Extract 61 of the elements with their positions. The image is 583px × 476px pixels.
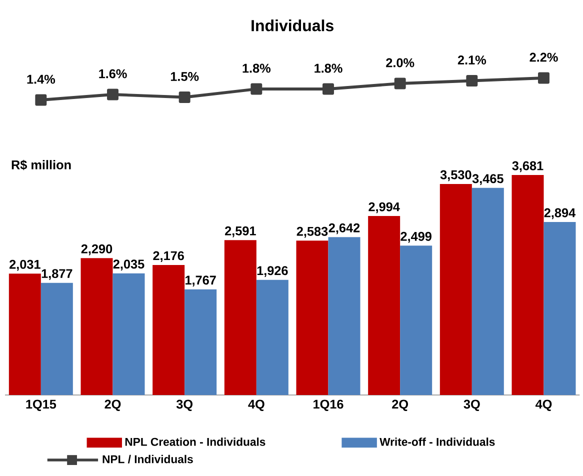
data-label: 3,681 bbox=[512, 161, 544, 172]
point bbox=[178, 92, 190, 103]
data-label: 2,290 bbox=[81, 244, 112, 256]
point bbox=[466, 75, 478, 86]
data-label: 2,499 bbox=[400, 232, 432, 243]
bar bbox=[8, 274, 41, 396]
x-tick-label: 1Q16 bbox=[314, 400, 344, 412]
bar bbox=[368, 216, 400, 396]
point bbox=[107, 88, 118, 100]
data-label: 2,583 bbox=[296, 226, 328, 238]
bar bbox=[40, 282, 73, 396]
data-label: 2,035 bbox=[113, 260, 144, 270]
bar bbox=[224, 240, 256, 396]
data-label: 2.2% bbox=[530, 52, 558, 62]
bar bbox=[400, 246, 432, 396]
bar bbox=[512, 175, 544, 396]
data-label: 2,994 bbox=[368, 202, 400, 214]
legend-label: NPL / Individuals bbox=[102, 454, 193, 464]
data-label: 2,894 bbox=[544, 208, 576, 220]
data-label: 2.1% bbox=[458, 56, 486, 64]
x-tick-label: 3Q bbox=[176, 400, 192, 412]
bar bbox=[440, 184, 472, 396]
x-tick-label: 4Q bbox=[248, 400, 264, 412]
point bbox=[394, 78, 406, 90]
data-label: 1,767 bbox=[186, 276, 216, 286]
point bbox=[538, 72, 550, 84]
bar bbox=[256, 280, 288, 396]
legend-label: NPL Creation - Individuals bbox=[125, 438, 266, 446]
data-label: 2.0% bbox=[386, 58, 414, 68]
point bbox=[322, 83, 334, 95]
x-tick-label: 1Q15 bbox=[26, 400, 56, 412]
data-label: 2,031 bbox=[10, 260, 40, 271]
legend-label: Write-off - Individuals bbox=[380, 438, 495, 446]
x-tick-label: 3Q bbox=[464, 400, 480, 412]
chart-title: Individuals bbox=[252, 20, 334, 32]
bar bbox=[184, 289, 217, 396]
bar bbox=[296, 240, 328, 396]
bar bbox=[152, 264, 185, 396]
data-label: 1.4% bbox=[27, 74, 56, 84]
x-tick-label: 2Q bbox=[104, 400, 121, 412]
x-tick-label: 2Q bbox=[392, 400, 408, 412]
data-label: 3,465 bbox=[472, 174, 504, 185]
bar bbox=[328, 237, 360, 396]
data-label: 1.5% bbox=[170, 72, 199, 81]
x-tick-label: 4Q bbox=[535, 400, 552, 412]
bar bbox=[544, 222, 576, 396]
bar bbox=[472, 188, 504, 396]
data-label: 1,926 bbox=[257, 266, 288, 277]
y-axis-title: R$ million bbox=[12, 160, 71, 170]
data-label: 1,877 bbox=[42, 269, 72, 280]
data-label: 1.6% bbox=[99, 69, 127, 78]
data-label: 2,176 bbox=[153, 251, 184, 262]
data-label: 3,530 bbox=[440, 170, 472, 182]
bar bbox=[112, 273, 145, 396]
data-label: 2,591 bbox=[225, 226, 256, 238]
point bbox=[35, 94, 47, 106]
bar bbox=[80, 258, 113, 396]
data-label: 1.8% bbox=[242, 64, 271, 73]
point bbox=[250, 83, 262, 95]
data-label: 1.8% bbox=[314, 64, 342, 73]
data-label: 2,642 bbox=[328, 223, 360, 234]
